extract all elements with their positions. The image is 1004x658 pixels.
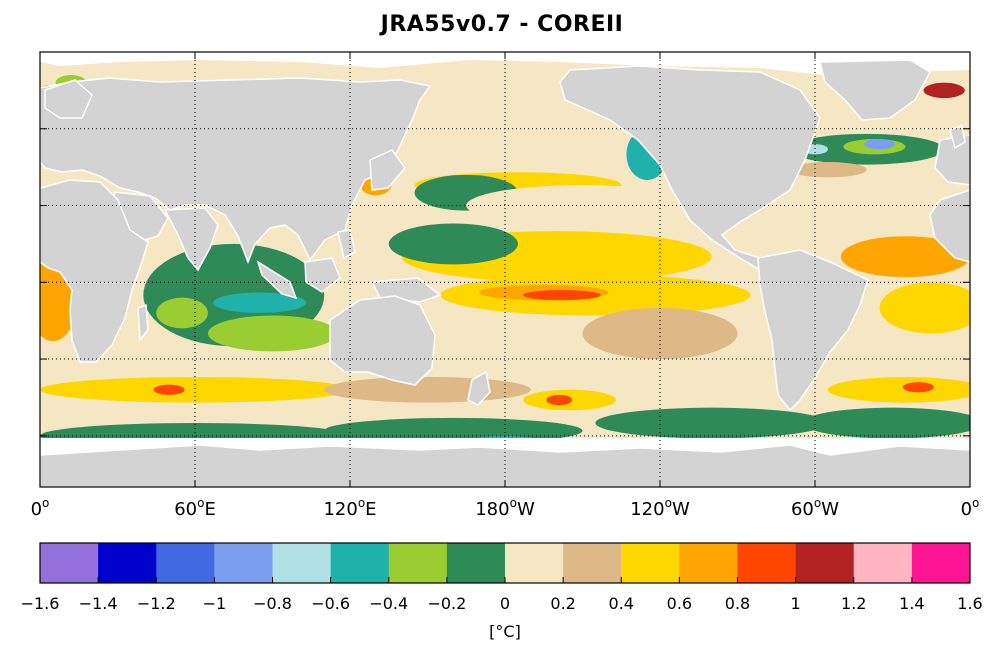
lon-tick-label: 120oE <box>323 496 376 520</box>
colorbar-tick-label: 0 <box>500 594 510 613</box>
land-madagascar <box>137 303 149 342</box>
anomaly-patch <box>595 407 828 439</box>
colorbar-swatch <box>388 543 448 583</box>
anomaly-patch <box>523 289 601 301</box>
colorbar-swatch <box>214 543 273 583</box>
land-africa <box>40 179 149 363</box>
colorbar-tick-label: −0.4 <box>369 594 408 613</box>
colorbar-swatch <box>853 543 913 583</box>
colorbar-swatch <box>911 543 971 583</box>
colorbar-tick-label: 1 <box>791 594 801 613</box>
colorbar-tick-label: −0.8 <box>253 594 292 613</box>
lon-tick-label: 0o <box>31 496 50 520</box>
anomaly-patch <box>582 307 738 360</box>
colorbar-tick-label: −0.2 <box>427 594 466 613</box>
anomaly-patch <box>864 139 896 150</box>
anomaly-patch <box>213 292 307 313</box>
land-eurasia <box>40 77 432 265</box>
lon-tick-label: 180oW <box>475 496 535 520</box>
land-africa-west <box>929 189 970 263</box>
anomaly-patch <box>840 236 970 278</box>
edge-ticks <box>39 52 971 487</box>
colorbar-swatch <box>563 543 622 583</box>
anomaly-patch <box>40 376 350 403</box>
anomaly-patch <box>879 282 970 334</box>
land-australia <box>329 295 436 386</box>
colorbar-tick-label: −1 <box>203 594 227 613</box>
colorbar-swatch <box>40 543 99 583</box>
colorbar-tick-label: −0.6 <box>311 594 350 613</box>
colorbar-unit-label: [°C] <box>489 622 521 641</box>
land-india <box>163 207 219 272</box>
land-new-zealand <box>467 370 491 406</box>
map-area <box>40 52 970 487</box>
land-antarctica <box>40 444 970 487</box>
anomaly-patch <box>156 297 208 329</box>
colorbar-swatch <box>156 543 215 583</box>
colorbar-tick-label: −1.6 <box>21 594 60 613</box>
colorbar-tick-label: −1.4 <box>79 594 118 613</box>
colorbar-tick-label: 1.4 <box>899 594 924 613</box>
colorbar: −1.6 −1.4 −1.2 −1 −0.8 −0.6 −0.4 −0.2 0 0.2 0.4 0.6… <box>21 542 983 613</box>
colorbar-swatch <box>98 543 157 583</box>
anomaly-patch <box>388 223 518 265</box>
map-title: JRA55v0.7 - COREII <box>380 12 624 37</box>
anomaly-patch <box>466 185 699 227</box>
anomaly-patch <box>207 315 338 352</box>
colorbar-tick-label: 0.4 <box>609 594 634 613</box>
land-south-america <box>757 249 869 412</box>
colorbar-swatch <box>679 543 738 583</box>
anomaly-patch <box>923 82 965 99</box>
land-sumatra <box>256 260 298 300</box>
colorbar-tick-label: 0.6 <box>667 594 692 613</box>
colorbar-swatch <box>446 543 506 583</box>
land-scandinavia <box>44 79 93 119</box>
anomaly-patch <box>902 382 934 393</box>
grid-layer <box>40 52 970 487</box>
lon-tick-label: 60oW <box>791 496 839 520</box>
land-borneo <box>304 257 341 293</box>
anomaly-patch <box>153 384 185 395</box>
colorbar-swatch <box>737 543 797 583</box>
lon-tick-label: 120oW <box>630 496 690 520</box>
colorbar-tick-label: 1.6 <box>957 594 982 613</box>
lon-tick-labels: 0o 60oE 120oE 180oW 120oW 60oW 0o <box>31 496 980 520</box>
lon-tick-label: 60oE <box>174 496 216 520</box>
colorbar-swatch <box>330 543 390 583</box>
anomaly-patch <box>324 376 531 403</box>
anomaly-patch <box>827 376 970 403</box>
anomaly-patch <box>789 162 867 178</box>
anomaly-patch <box>546 394 573 406</box>
colorbar-tick-label: −1.2 <box>137 594 176 613</box>
colorbar-swatch <box>505 543 564 583</box>
land-europe-west <box>934 134 970 186</box>
arctic-ice <box>40 52 970 78</box>
colorbar-swatch <box>272 543 332 583</box>
colorbar-tick-label: 0.8 <box>725 594 750 613</box>
land-britain <box>949 125 966 150</box>
land-philippines <box>337 229 356 260</box>
colorbar-swatch <box>621 543 680 583</box>
anomaly-patch <box>802 407 970 439</box>
colorbar-swatch <box>795 543 855 583</box>
land-greenland <box>819 59 931 121</box>
anomaly-layer <box>40 75 970 452</box>
colorbar-tick-label: 1.2 <box>841 594 866 613</box>
land-layer <box>40 59 970 487</box>
land-japan <box>369 149 406 191</box>
lon-tick-label: 0o <box>961 496 980 520</box>
colorbar-tick-label: 0.2 <box>550 594 575 613</box>
